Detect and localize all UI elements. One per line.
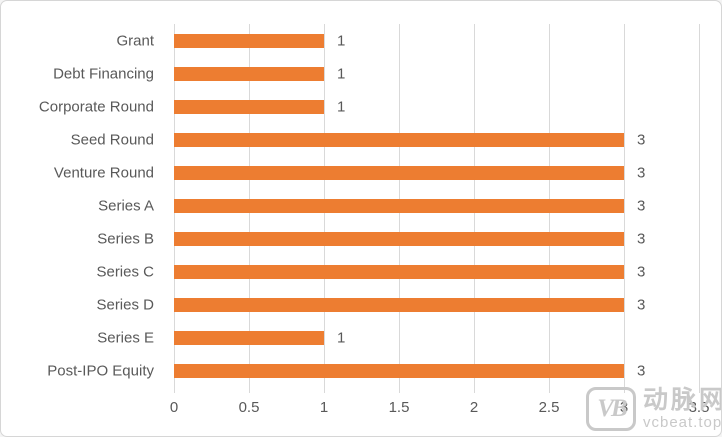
category-label: Post-IPO Equity	[47, 362, 154, 379]
y-axis-labels: Grant Debt Financing Corporate Round Seed R…	[1, 24, 164, 387]
x-axis-labels: 0 0.5 1 1.5 2 2.5 3 3.5	[170, 399, 714, 421]
x-tick-mark	[699, 387, 700, 393]
x-tick-label: 2	[469, 399, 479, 416]
bar	[174, 198, 624, 213]
x-tick-mark	[474, 387, 475, 393]
category-label: Series C	[96, 263, 154, 280]
plot-area: 1 1 1 3 3 3 3 3 3 1 3	[174, 24, 700, 393]
x-tick-mark	[399, 387, 400, 393]
bar	[174, 66, 324, 81]
bar	[174, 165, 624, 180]
x-tick-label: 1	[319, 399, 329, 416]
x-tick-label: 0.5	[238, 399, 260, 416]
value-label: 1	[337, 32, 346, 49]
value-label: 3	[637, 296, 646, 313]
x-tick-mark	[249, 387, 250, 393]
category-label: Grant	[116, 32, 154, 49]
value-label: 3	[637, 197, 646, 214]
x-tick-mark	[549, 387, 550, 393]
bar	[174, 132, 624, 147]
x-tick-label: 3.5	[688, 399, 710, 416]
value-label: 1	[337, 329, 346, 346]
category-label: Series B	[97, 230, 154, 247]
x-tick-mark	[324, 387, 325, 393]
bar	[174, 33, 324, 48]
value-label: 3	[637, 131, 646, 148]
bar	[174, 297, 624, 312]
category-label: Series D	[96, 296, 154, 313]
category-label: Venture Round	[53, 164, 154, 181]
x-tick-mark	[624, 387, 625, 393]
value-label: 3	[637, 362, 646, 379]
bar	[174, 330, 324, 345]
category-label: Seed Round	[70, 131, 154, 148]
bar	[174, 231, 624, 246]
category-label: Series E	[97, 329, 154, 346]
category-label: Series A	[98, 197, 154, 214]
bar	[174, 363, 624, 378]
gridline	[699, 24, 700, 387]
category-label: Debt Financing	[53, 65, 154, 82]
value-label: 1	[337, 65, 346, 82]
value-label: 3	[637, 263, 646, 280]
value-label: 1	[337, 98, 346, 115]
x-tick-mark	[174, 387, 175, 393]
category-label: Corporate Round	[38, 98, 154, 115]
x-tick-label: 0	[169, 399, 179, 416]
value-label: 3	[637, 164, 646, 181]
gridline	[624, 24, 625, 387]
bar	[174, 99, 324, 114]
x-tick-label: 3	[619, 399, 629, 416]
x-tick-label: 2.5	[538, 399, 560, 416]
x-tick-label: 1.5	[388, 399, 410, 416]
value-label: 3	[637, 230, 646, 247]
bar	[174, 264, 624, 279]
